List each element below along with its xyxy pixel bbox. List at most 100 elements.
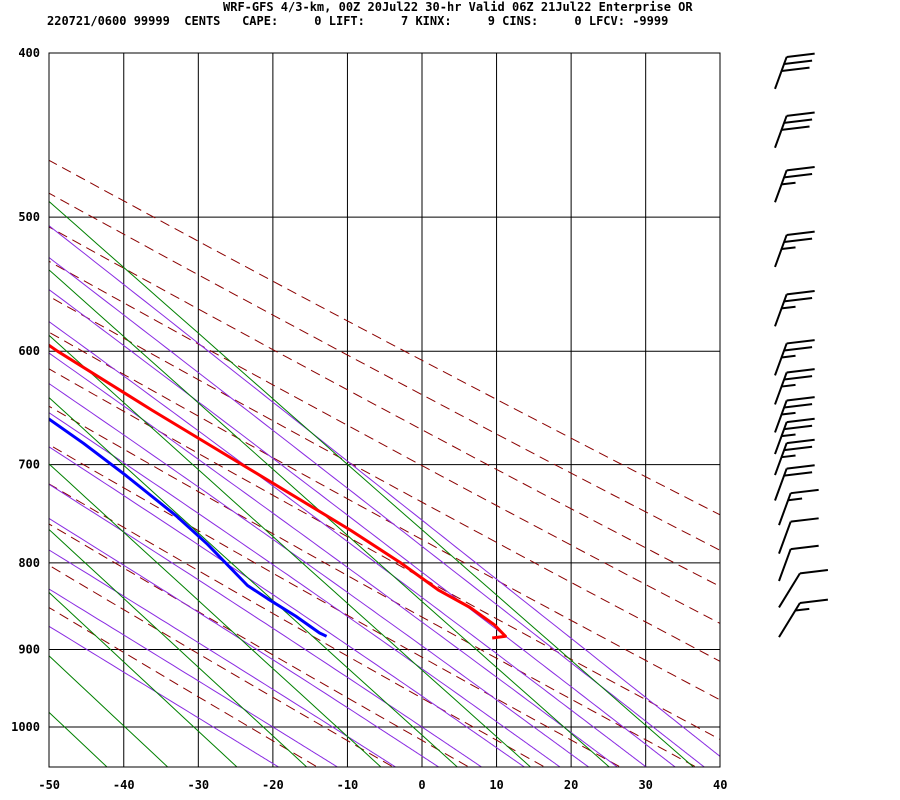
- moist-adiabat: [49, 412, 561, 767]
- barb-feather: [786, 417, 815, 424]
- barb-staff: [778, 602, 801, 638]
- barb-staff: [778, 548, 792, 582]
- y-tick-label: 1000: [11, 720, 40, 734]
- sounding-indices: 220721/0600 99999 CENTS CAPE: 0 LIFT: 7 …: [47, 14, 669, 28]
- wind-barb: [778, 569, 829, 608]
- barb-feather: [781, 433, 796, 438]
- y-tick-label: 400: [18, 46, 40, 60]
- x-tick-label: -20: [262, 778, 284, 792]
- barb-feather: [786, 111, 815, 117]
- dewpoint-trace: [49, 417, 328, 638]
- x-tick-label: 30: [638, 778, 652, 792]
- axis-tick-labels: 400 500 600 700 800 900 1000 -50 -40 -30 -20 -10 0 10…: [11, 46, 727, 792]
- barb-staff: [774, 343, 788, 376]
- dry-adiabat: [49, 192, 720, 551]
- barb-feather: [786, 438, 815, 445]
- barb-staff: [774, 468, 788, 501]
- barb-feather: [783, 375, 813, 381]
- dry-adiabat: [49, 260, 720, 624]
- barb-feather: [786, 230, 815, 236]
- barb-feather: [781, 66, 810, 72]
- barb-feather: [781, 181, 796, 186]
- x-tick-label: 0: [418, 778, 425, 792]
- mixing-ratio-line: [49, 463, 382, 767]
- wind-barb: [778, 517, 819, 554]
- dry-adiabat: [49, 564, 395, 767]
- wind-barb: [774, 368, 815, 405]
- barb-staff: [778, 521, 792, 554]
- moist-adiabat: [49, 256, 706, 767]
- barb-feather: [781, 383, 796, 388]
- dry-adiabat: [49, 159, 720, 516]
- barb-feather: [790, 488, 819, 495]
- mixing-ratio-line: [49, 200, 695, 767]
- moist-adiabat: [49, 483, 483, 767]
- dry-adiabat: [49, 443, 622, 767]
- barb-feather: [787, 497, 803, 502]
- barb-staff: [774, 421, 788, 455]
- sounding-traces: [49, 343, 507, 640]
- x-tick-label: -50: [38, 778, 60, 792]
- x-tick-label: -40: [113, 778, 135, 792]
- barb-feather: [783, 59, 813, 65]
- wind-barb: [778, 598, 829, 638]
- wind-barb: [774, 396, 815, 433]
- barb-feather: [783, 118, 813, 124]
- mixing-ratio-line: [49, 766, 50, 767]
- barb-feather: [786, 52, 815, 58]
- x-tick-label: 20: [564, 778, 578, 792]
- moist-adiabat: [49, 625, 280, 767]
- plot-frame: [48, 52, 721, 768]
- wind-barb: [774, 290, 815, 327]
- temperature-trace: [49, 343, 507, 640]
- barb-feather: [786, 396, 815, 402]
- barb-feather: [781, 454, 796, 459]
- barb-feather: [783, 445, 813, 452]
- barb-feather: [783, 297, 813, 303]
- y-tick-label: 700: [18, 458, 40, 472]
- barb-staff: [774, 400, 788, 433]
- barb-staff: [774, 56, 788, 90]
- barb-feather: [799, 598, 829, 605]
- barb-staff: [774, 169, 788, 203]
- barb-staff: [774, 115, 788, 149]
- barb-feather: [781, 305, 796, 310]
- dry-adiabat: [49, 331, 720, 701]
- y-tick-label: 800: [18, 556, 40, 570]
- barb-feather: [790, 517, 819, 523]
- barb-staff: [778, 492, 792, 526]
- barb-feather: [795, 607, 810, 612]
- barb-staff: [778, 572, 801, 608]
- mixing-ratio-line: [49, 269, 610, 767]
- moist-adiabat: [49, 446, 526, 767]
- moist-adiabat: [49, 320, 648, 767]
- wind-barb: [774, 438, 815, 476]
- dry-adiabat: [49, 405, 698, 767]
- barb-feather: [786, 368, 815, 374]
- barb-feather: [781, 125, 810, 131]
- wind-barb: [774, 417, 815, 455]
- wind-barb: [774, 230, 815, 268]
- dry-adiabat: [49, 606, 319, 767]
- dry-adiabat: [49, 226, 720, 588]
- barb-feather: [783, 346, 813, 352]
- moist-adiabat: [49, 549, 397, 767]
- dry-adiabat: [49, 368, 720, 740]
- barb-staff: [774, 372, 788, 405]
- barb-staff: [774, 294, 788, 327]
- wind-barb: [774, 165, 815, 203]
- wind-barb: [778, 544, 819, 582]
- barb-feather: [783, 173, 813, 179]
- barb-feather: [799, 569, 829, 575]
- moist-adiabat: [49, 288, 676, 767]
- y-tick-label: 900: [18, 642, 40, 656]
- y-tick-label: 600: [18, 344, 40, 358]
- barb-feather: [781, 354, 796, 359]
- wind-barb: [774, 111, 815, 149]
- moist-adiabat: [49, 517, 440, 767]
- barb-feather: [790, 544, 819, 551]
- dry-adiabat: [49, 295, 720, 662]
- x-tick-label: 40: [713, 778, 727, 792]
- moist-adiabat: [49, 382, 590, 767]
